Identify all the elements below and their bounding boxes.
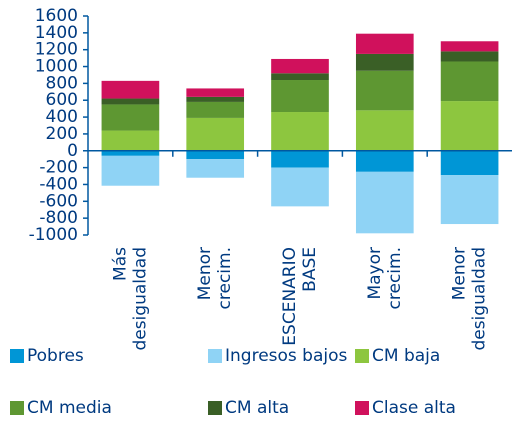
bar-segment [440,51,499,62]
bar-segment [101,98,160,105]
bar-segment [186,117,245,151]
y-tick-label: 200 [46,124,78,144]
x-tick-label: crecim. [385,247,405,309]
legend-swatch [10,349,24,363]
x-tick-label: Mayor [365,247,385,300]
legend-swatch [355,349,369,363]
x-tick-label: Menor [195,247,215,300]
bar-segment [271,80,329,113]
x-tick-label: Menor [450,247,470,300]
legend-label: CM baja [372,346,440,366]
y-tick-label: -800 [39,208,78,228]
bar-segment [271,167,329,207]
bar-segment [355,150,414,172]
bar-segment [271,58,329,74]
legend-swatch [208,401,222,415]
bar-segment [355,110,414,151]
legend-swatch [10,401,24,415]
bar-segment [186,159,245,178]
x-tick-label: Más [110,247,130,281]
bar-segment [186,96,245,102]
x-tick-label: BASE [300,247,320,292]
bar-segment [355,70,414,111]
legend-label: Ingresos bajos [225,346,348,366]
y-tick-label: 1400 [35,23,78,43]
x-tick-label: crecim. [215,247,235,309]
y-tick-label: 1600 [35,6,78,26]
bar-segment [101,155,160,186]
y-tick-label: -400 [39,174,78,194]
bar-segment [271,112,329,151]
bar-segment [355,33,414,54]
x-tick-label: desigualdad [470,247,490,351]
bar-segment [101,150,160,156]
bar-segment [440,175,499,225]
y-tick-label: -600 [39,191,78,211]
legend-label: Clase alta [372,398,456,418]
x-tick-label: ESCENARIO [280,247,300,346]
y-tick-label: -200 [39,158,78,178]
bar-segment [440,150,499,176]
y-tick-label: 0 [67,141,78,161]
bar-segment [101,80,160,99]
y-tick-label: -1000 [29,225,78,245]
bar-segment [101,130,160,151]
bar-segment [101,104,160,131]
legend-label: CM media [27,398,112,418]
y-tick-label: 800 [46,73,78,93]
y-tick-label: 1200 [35,40,78,60]
bar-segment [271,73,329,81]
y-tick-label: 1000 [35,57,78,77]
bar-segment [186,88,245,97]
legend-label: Pobres [27,346,84,366]
bar-segment [440,41,499,52]
bar-segment [186,150,245,160]
bar-segment [186,101,245,118]
y-tick-label: 600 [46,90,78,110]
bar-segment [440,101,499,151]
legend-label: CM alta [225,398,289,418]
y-tick-label: 400 [46,107,78,127]
bar-segment [271,150,329,168]
x-tick-label: desigualdad [130,247,150,351]
legend-swatch [355,401,369,415]
bar-segment [440,61,499,102]
legend-swatch [208,349,222,363]
bar-segment [355,53,414,71]
bar-segment [355,171,414,234]
